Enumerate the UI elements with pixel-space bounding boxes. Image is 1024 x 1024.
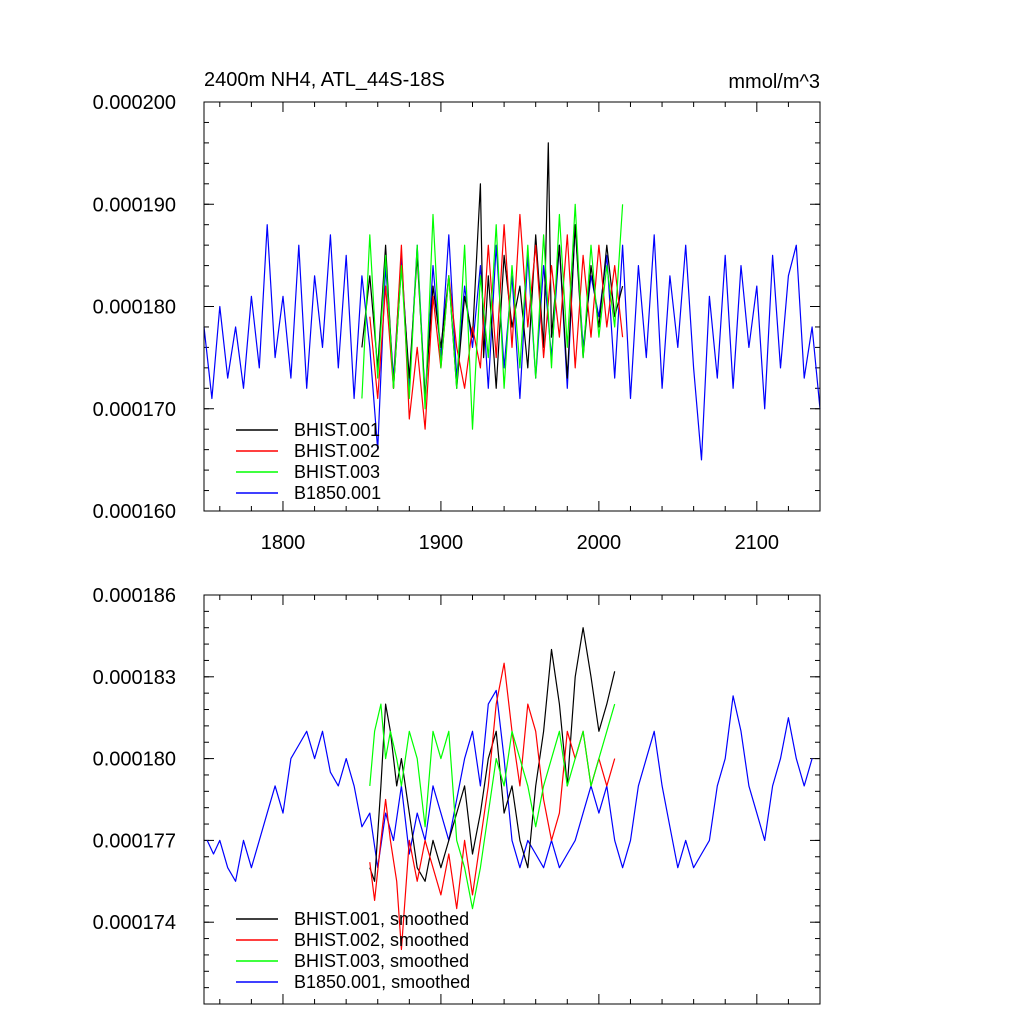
x-tick-label: 2000 xyxy=(577,532,622,554)
legend-label: B1850.001 xyxy=(294,483,381,503)
y-tick-label: 0.000190 xyxy=(93,194,176,216)
top-chart-title: 2400m NH4, ATL_44S-18S xyxy=(204,69,445,91)
legend-label: BHIST.002 xyxy=(294,441,380,461)
bottom-panel: 0.000174 0.000177 0.000180 0.000183 0.000186… xyxy=(93,585,821,1005)
x-tick-label: 1900 xyxy=(419,532,464,554)
legend-label: B1850.001, smoothed xyxy=(294,972,470,992)
y-tick-label: 0.000170 xyxy=(93,399,176,421)
series-line-bhist-002 xyxy=(369,213,624,430)
series-line-bhist-001 xyxy=(361,142,624,400)
y-tick-label: 0.000177 xyxy=(93,830,176,852)
bottom-plot-frame xyxy=(203,594,821,1005)
legend-label: BHIST.003 xyxy=(294,462,380,482)
legend-label: BHIST.002, smoothed xyxy=(294,930,469,950)
top-panel: 2400m NH4, ATL_44S-18S mmol/m^3 1800 1900… xyxy=(93,69,821,554)
y-tick-label: 0.000183 xyxy=(93,667,176,689)
y-tick-label: 0.000186 xyxy=(93,585,176,607)
y-tick-label: 0.000180 xyxy=(93,297,176,319)
legend-label: BHIST.001, smoothed xyxy=(294,909,469,929)
legend-label: BHIST.001 xyxy=(294,420,380,440)
top-chart-units: mmol/m^3 xyxy=(728,71,820,93)
y-tick-label: 0.000160 xyxy=(93,501,176,523)
y-tick-label: 0.000174 xyxy=(93,912,176,934)
x-tick-label: 2100 xyxy=(735,532,780,554)
top-plot-frame xyxy=(203,101,821,512)
y-tick-label: 0.000180 xyxy=(93,749,176,771)
x-tick-label: 1800 xyxy=(261,532,306,554)
series-line-bhist-002 xyxy=(369,662,616,951)
legend-label: BHIST.003, smoothed xyxy=(294,951,469,971)
series-line-bhist-003 xyxy=(361,203,624,430)
y-tick-label: 0.000200 xyxy=(93,92,176,114)
series-line-bhist-003 xyxy=(369,703,616,910)
series-line-b1850-001 xyxy=(206,689,813,882)
series-line-b1850-001 xyxy=(203,224,821,461)
